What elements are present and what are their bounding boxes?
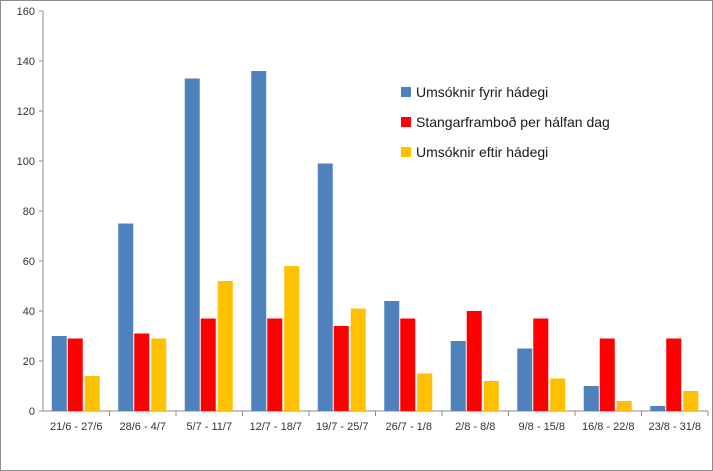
y-tick-label: 40 <box>23 306 35 318</box>
bar-1 <box>317 163 333 411</box>
bar-1 <box>517 348 533 411</box>
bar-1 <box>384 301 400 411</box>
legend-label-2: Stangarframboð per hálfan dag <box>416 114 610 130</box>
y-tick-label: 60 <box>23 256 35 268</box>
legend-label-3: Umsóknir eftir hádegi <box>416 144 548 160</box>
bar-2 <box>533 318 549 411</box>
legend-swatch-3 <box>401 147 411 157</box>
x-tick-label: 26/7 - 1/8 <box>386 421 432 433</box>
x-tick-label: 21/6 - 27/6 <box>50 421 103 433</box>
bar-3 <box>151 338 167 411</box>
x-tick-label: 19/7 - 25/7 <box>316 421 369 433</box>
x-tick-label: 9/8 - 15/8 <box>519 421 565 433</box>
y-tick-label: 100 <box>17 156 35 168</box>
y-tick-label: 0 <box>29 406 35 418</box>
legend-swatch-1 <box>401 87 411 97</box>
bar-2 <box>333 326 349 411</box>
bar-3 <box>217 281 233 411</box>
x-tick-label: 28/6 - 4/7 <box>120 421 166 433</box>
y-tick-label: 80 <box>23 206 35 218</box>
bar-2 <box>666 338 682 411</box>
bar-2 <box>67 338 83 411</box>
bar-3 <box>84 376 100 411</box>
bar-1 <box>251 71 267 411</box>
x-tick-label: 5/7 - 11/7 <box>186 421 232 433</box>
x-tick-label: 2/8 - 8/8 <box>455 421 495 433</box>
bar-3 <box>284 266 300 411</box>
x-tick-label: 16/8 - 22/8 <box>582 421 635 433</box>
bar-2 <box>200 318 216 411</box>
bar-3 <box>350 308 366 411</box>
bar-1 <box>450 341 466 411</box>
y-tick-label: 120 <box>17 106 35 118</box>
bar-3 <box>417 373 433 411</box>
bar-2 <box>400 318 416 411</box>
bar-2 <box>267 318 283 411</box>
x-tick-label: 23/8 - 31/8 <box>648 421 701 433</box>
bar-3 <box>683 391 699 411</box>
bar-3 <box>550 378 566 411</box>
bar-1 <box>184 78 200 411</box>
bar-3 <box>616 401 632 411</box>
bar-3 <box>483 381 499 411</box>
bar-1 <box>650 406 666 411</box>
legend-label-1: Umsóknir fyrir hádegi <box>416 84 548 100</box>
bar-1 <box>118 223 134 411</box>
bar-1 <box>51 336 67 411</box>
bar-1 <box>583 386 599 411</box>
x-tick-label: 12/7 - 18/7 <box>249 421 302 433</box>
bar-2 <box>599 338 615 411</box>
bar-2 <box>134 333 150 411</box>
y-tick-label: 140 <box>17 56 35 68</box>
y-tick-label: 160 <box>17 6 35 18</box>
y-tick-label: 20 <box>23 356 35 368</box>
bar-2 <box>466 311 482 411</box>
legend-swatch-2 <box>401 117 411 127</box>
